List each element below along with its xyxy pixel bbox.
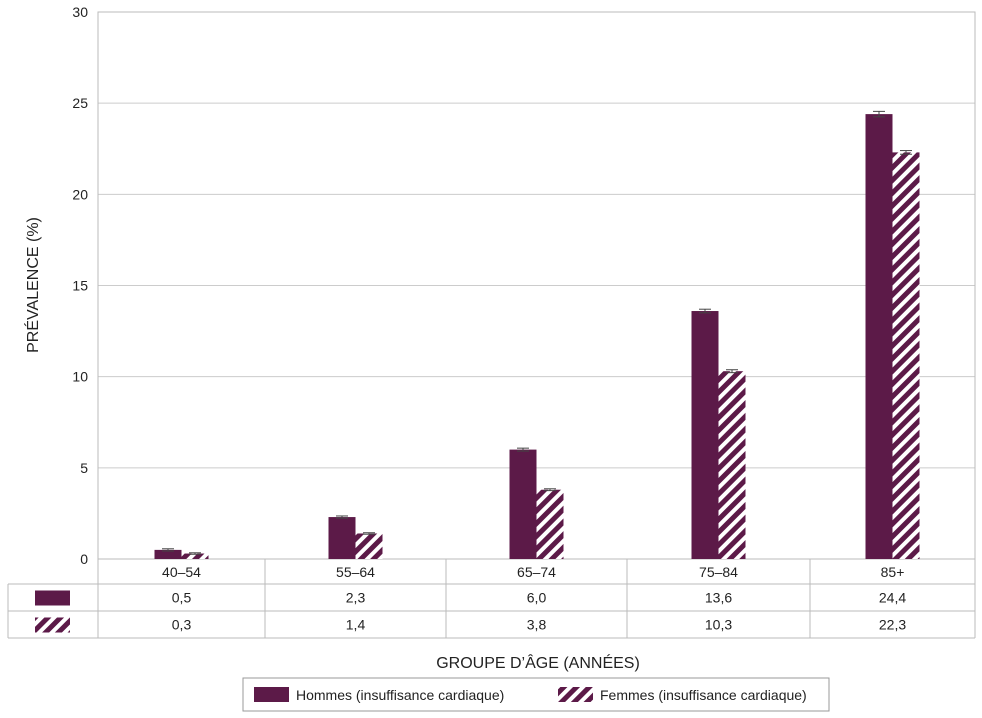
error-bar xyxy=(189,552,201,555)
error-bar xyxy=(900,150,912,155)
table-swatch-hommes xyxy=(35,590,70,606)
legend-swatch-femmes xyxy=(558,687,593,702)
y-tick-label: 25 xyxy=(72,95,88,111)
data-label: 10,3 xyxy=(705,617,732,633)
bar-hommes-2 xyxy=(509,449,537,559)
bar-hommes-1 xyxy=(328,517,356,559)
table-swatch-femmes xyxy=(35,617,70,633)
x-tick-label: 85+ xyxy=(881,564,905,580)
y-axis-title: PRÉVALENCE (%) xyxy=(23,217,42,353)
x-tick-label: 75–84 xyxy=(699,564,738,580)
error-bars xyxy=(162,110,912,555)
x-axis-title: GROUPE D’ÂGE (ANNÉES) xyxy=(436,653,640,672)
error-bar xyxy=(726,369,738,374)
legend: Hommes (insuffisance cardiaque) Femmes (… xyxy=(242,677,830,712)
y-axis-ticks: 0 5 10 15 20 25 30 xyxy=(72,4,88,567)
bar-hommes-3 xyxy=(691,311,719,559)
y-tick-label: 15 xyxy=(72,278,88,294)
data-label: 2,3 xyxy=(346,590,366,606)
bar-femmes-3 xyxy=(718,371,746,559)
x-tick-label: 65–74 xyxy=(517,564,556,580)
error-bar xyxy=(363,532,375,535)
data-label: 6,0 xyxy=(527,590,547,606)
data-label: 3,8 xyxy=(527,617,547,633)
error-bar xyxy=(544,488,556,492)
legend-box xyxy=(242,677,830,712)
data-label: 0,3 xyxy=(172,617,192,633)
legend-swatch-hommes xyxy=(254,687,289,702)
legend-label-femmes: Femmes (insuffisance cardiaque) xyxy=(600,687,807,703)
bar-femmes-2 xyxy=(536,489,564,559)
error-bar xyxy=(873,110,885,118)
bar-femmes-0 xyxy=(181,553,209,559)
error-bar xyxy=(517,447,529,452)
y-tick-label: 30 xyxy=(72,4,88,20)
data-label: 22,3 xyxy=(879,617,906,633)
bar-hommes-4 xyxy=(865,114,893,560)
error-bar xyxy=(699,308,711,314)
y-tick-label: 20 xyxy=(72,186,88,202)
y-tick-label: 5 xyxy=(80,460,88,476)
data-table: 40–54 55–64 65–74 75–84 85+ 0,5 2,3 6,0 13,6 24,4… xyxy=(7,559,976,639)
data-label: 1,4 xyxy=(346,617,366,633)
data-label: 24,4 xyxy=(879,590,906,606)
bar-hommes-0 xyxy=(154,549,182,559)
y-tick-label: 0 xyxy=(80,551,88,567)
bar-femmes-4 xyxy=(892,152,920,559)
legend-label-hommes: Hommes (insuffisance cardiaque) xyxy=(296,687,504,703)
x-tick-label: 40–54 xyxy=(162,564,201,580)
x-tick-label: 55–64 xyxy=(336,564,375,580)
data-label: 13,6 xyxy=(705,590,732,606)
error-bar xyxy=(336,515,348,519)
bars xyxy=(154,114,920,560)
y-tick-label: 10 xyxy=(72,369,88,385)
error-bar xyxy=(162,548,174,552)
data-label: 0,5 xyxy=(172,590,192,606)
bar-femmes-1 xyxy=(355,533,383,559)
